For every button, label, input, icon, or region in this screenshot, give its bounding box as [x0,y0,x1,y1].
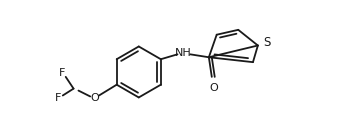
Text: NH: NH [175,48,192,58]
Text: F: F [58,68,65,78]
Text: O: O [209,83,218,93]
Text: F: F [55,93,61,103]
Text: O: O [91,93,100,103]
Text: S: S [263,36,270,49]
